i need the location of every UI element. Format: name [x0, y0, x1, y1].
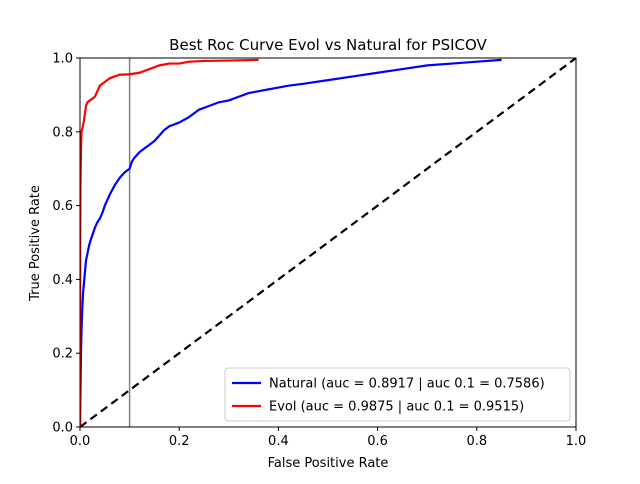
y-tick-label: 0.0: [52, 421, 73, 436]
legend-label-natural: Natural (auc = 0.8917 | auc 0.1 = 0.7586…: [269, 377, 545, 392]
y-tick-label: 1.0: [52, 52, 73, 67]
x-tick-label: 0.4: [268, 434, 289, 449]
axes-frame: [79, 57, 577, 428]
x-tick-label: 1.0: [566, 434, 587, 449]
legend-label-evol: Evol (auc = 0.9875 | auc 0.1 = 0.9515): [269, 400, 524, 415]
legend: Natural (auc = 0.8917 | auc 0.1 = 0.7586…: [224, 367, 571, 422]
y-tick-label: 0.4: [52, 273, 73, 288]
series-group: [80, 58, 576, 427]
x-tick-label: 0.0: [70, 434, 91, 449]
plot-area: 0.0 0.2 0.4 0.6 0.8 1.0 0.0 0.2 0.4 0.6 0.8 1.0: [52, 52, 586, 450]
y-tick-label: 0.8: [52, 125, 73, 140]
x-axis-label: False Positive Rate: [268, 456, 389, 471]
series-natural-line: [80, 58, 502, 427]
legend-box: [224, 367, 571, 422]
x-tick-label: 0.8: [466, 434, 487, 449]
y-tick-label: 0.2: [52, 347, 73, 362]
series-evol-line: [80, 58, 259, 427]
x-tick-label: 0.6: [367, 434, 388, 449]
chart-title: Best Roc Curve Evol vs Natural for PSICO…: [169, 36, 487, 54]
y-axis-label: True Positive Rate: [28, 185, 43, 302]
x-tick-label: 0.2: [169, 434, 190, 449]
y-tick-label: 0.6: [52, 199, 73, 214]
